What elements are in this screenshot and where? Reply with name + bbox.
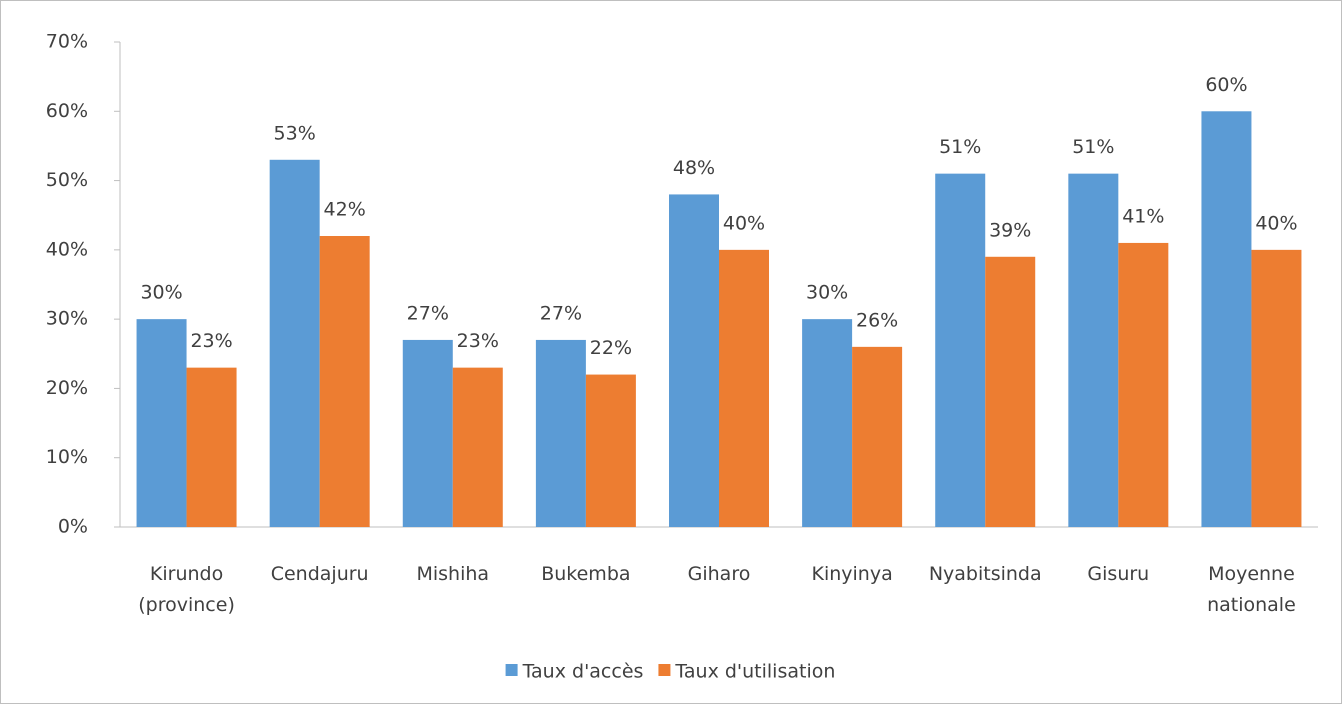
y-tick-label: 70% [46, 31, 88, 53]
y-tick-label: 20% [46, 377, 88, 399]
y-tick-label: 40% [46, 238, 88, 260]
bar [1068, 173, 1119, 527]
data-label: 40% [723, 212, 765, 234]
y-tick-label: 50% [46, 169, 88, 191]
bar [269, 159, 320, 528]
data-label: 53% [274, 122, 316, 144]
legend-label: Taux d'utilisation [674, 661, 835, 683]
bar [935, 173, 986, 527]
x-tick-label: Gisuru [1087, 563, 1149, 585]
x-tick-label: Kirundo (province) [138, 563, 235, 616]
bar [1201, 111, 1252, 528]
data-label: 39% [989, 219, 1031, 241]
data-label: 41% [1122, 205, 1164, 227]
bar [585, 374, 636, 527]
data-label: 40% [1255, 212, 1297, 234]
bar [402, 339, 453, 527]
x-tick-label: Nyabitsinda [929, 563, 1042, 585]
data-label: 23% [457, 330, 499, 352]
x-tick-label: Mishiha [416, 563, 489, 585]
legend-swatch [658, 664, 671, 676]
data-label: 60% [1205, 74, 1247, 96]
bar [802, 319, 853, 527]
data-label: 30% [140, 282, 182, 304]
x-tick-label: Kinyinya [811, 563, 892, 585]
data-label: 51% [939, 136, 981, 158]
bar [186, 367, 237, 527]
bar [719, 249, 769, 527]
bar [136, 319, 187, 527]
y-tick-label: 0% [58, 516, 88, 538]
data-label: 42% [324, 199, 366, 221]
x-tick-label: Giharo [688, 563, 751, 585]
bar [319, 236, 370, 527]
bar [452, 367, 503, 527]
data-label: 30% [806, 282, 848, 304]
x-tick-label: Moyenne nationale [1207, 563, 1296, 616]
bar [985, 256, 1036, 527]
data-label: 26% [856, 309, 898, 331]
data-label: 48% [673, 157, 715, 179]
data-label: 51% [1072, 136, 1114, 158]
x-tick-label: Cendajuru [271, 563, 369, 585]
legend-label: Taux d'accès [522, 661, 644, 683]
bar [1251, 249, 1302, 527]
bar [535, 339, 586, 527]
legend-swatch [505, 664, 518, 676]
data-label: 27% [540, 302, 582, 324]
bar [669, 194, 719, 527]
bar [1118, 242, 1169, 527]
data-label: 23% [190, 330, 232, 352]
y-tick-label: 60% [46, 100, 88, 122]
y-tick-label: 30% [46, 308, 88, 330]
x-tick-label: Bukemba [541, 563, 630, 585]
y-tick-label: 10% [46, 446, 88, 468]
data-label: 22% [590, 337, 632, 359]
data-label: 27% [407, 302, 449, 324]
bar [852, 346, 903, 527]
